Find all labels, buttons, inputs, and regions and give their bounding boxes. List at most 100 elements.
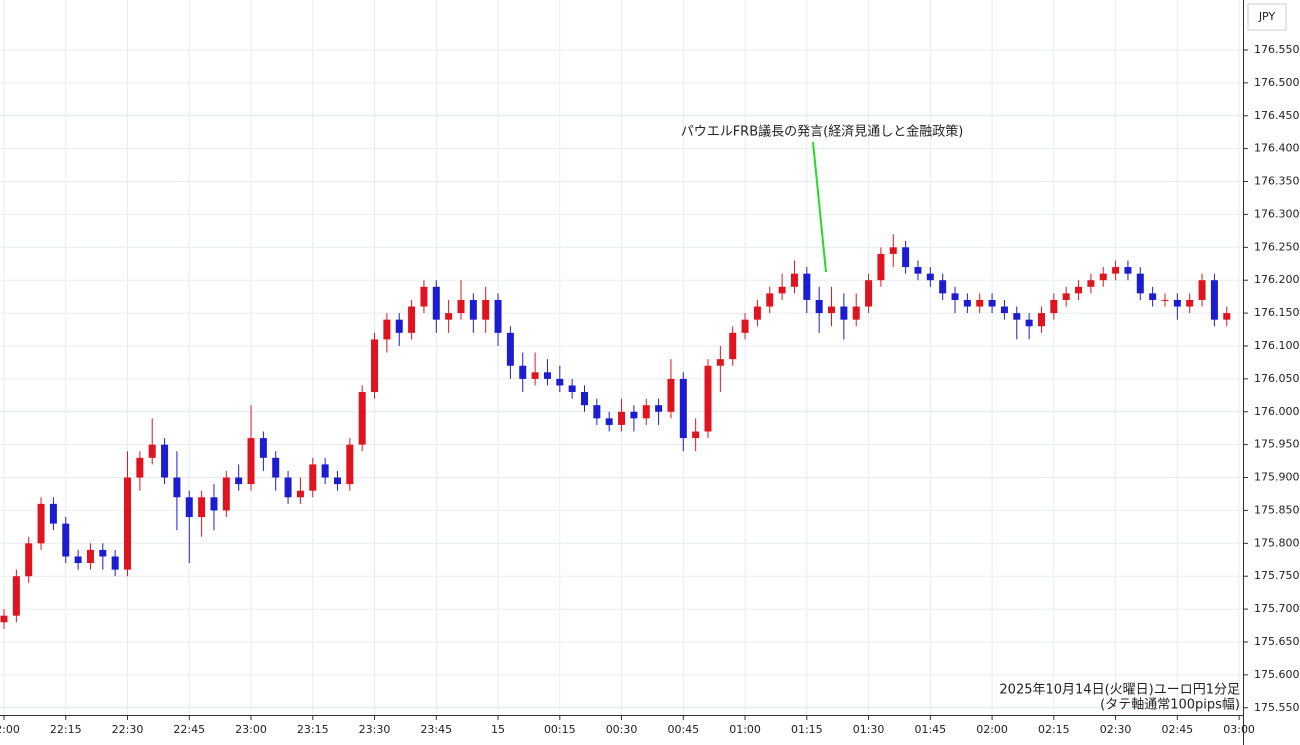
x-tick-label: 23:30 [359,723,391,736]
y-tick-label: 176.100 [1254,339,1300,352]
time-axis-panel [0,715,1300,745]
candle-body [173,477,181,498]
candle-body [284,477,292,498]
candle-body [1062,293,1070,300]
candle-body [692,431,700,439]
y-tick-label: 175.800 [1254,536,1300,549]
candle-body [531,372,539,379]
candle-body [161,444,169,478]
x-tick-label: 23:45 [420,723,452,736]
candle-body [1112,267,1120,274]
candle-body [210,497,218,511]
candle-body [395,319,403,333]
candle-body [136,457,144,478]
candle-body [235,477,243,485]
y-tick-label: 176.400 [1254,142,1300,155]
candle-body [1013,313,1021,320]
y-tick-label: 176.450 [1254,109,1300,122]
candle-body [803,273,811,300]
candle-body [543,372,551,379]
candle-body [704,365,712,432]
candle-body [0,615,8,623]
candle-body [618,411,626,425]
candle-body [1186,299,1194,307]
x-tick-label: 00:45 [667,723,699,736]
candle-body [1173,299,1181,307]
candle-body [408,306,416,333]
candle-body [1198,280,1206,300]
candle-body [111,556,119,570]
candle-body [580,392,588,406]
candle-body [926,273,934,281]
candle-body [185,497,193,518]
candle-body [642,405,650,419]
axes: 175.550 175.600 175.650 175.700 175.750 175.8… [0,43,1300,736]
candle-body [716,359,724,366]
candle-body [939,280,947,294]
candle-body [790,273,798,287]
candle-body [371,339,379,393]
y-tick-label: 176.250 [1254,240,1300,253]
price-axis-panel [1243,0,1300,745]
y-tick-label: 175.550 [1254,701,1300,714]
x-tick-label: 15 [491,723,505,736]
candles [0,234,1231,629]
x-tick-label: 02:00 [976,723,1008,736]
candle-body [840,306,848,320]
y-tick-label: 176.550 [1254,43,1300,56]
y-tick-label: 176.500 [1254,76,1300,89]
candle-body [630,411,638,419]
y-tick-label: 175.700 [1254,602,1300,615]
candle-body [519,365,527,379]
x-tick-label: 01:15 [791,723,823,736]
x-tick-label: 03:00 [1223,723,1255,736]
candle-body [889,247,897,254]
candle-body [432,286,440,320]
candle-body [148,444,156,458]
candle-body [902,247,910,268]
candle-body [1136,273,1144,294]
candle-body [976,299,984,307]
candle-body [49,503,57,524]
x-tick-label: 22:45 [173,723,205,736]
candle-body [1087,280,1095,287]
x-tick-label: 00:30 [606,723,638,736]
candle-body [988,299,996,307]
candle-body [296,490,304,498]
candle-body [247,438,255,485]
candle-body [568,385,576,393]
currency-box [1247,3,1287,31]
candle-body [457,299,465,314]
candle-body [272,457,280,478]
x-tick-label: 01:00 [729,723,761,736]
currency-label: JPY [1258,10,1276,23]
candle-body [74,556,82,564]
y-tick-label: 176.050 [1254,372,1300,385]
candle-body [828,306,836,314]
candle-body [494,299,502,333]
candle-body [679,378,687,439]
candle-body [865,280,873,307]
candle-body [346,444,354,485]
candle-body [420,286,428,307]
candle-body [605,418,613,425]
candle-body [655,405,663,412]
candle-body [729,332,737,360]
candle-body [877,253,885,281]
candle-body [445,313,453,320]
candle-body [99,549,107,557]
x-tick-label: 01:45 [914,723,946,736]
candle-body [1037,313,1045,327]
annotation: パウエルFRB議長の発言(経済見通しと金融政策) [681,124,964,140]
candle-body [358,392,366,445]
candle-body [815,299,823,314]
candle-body [86,549,94,564]
candle-body [469,299,477,320]
candle-body [1025,319,1033,327]
candle-body [556,378,564,386]
candle-body [667,378,675,412]
candle-body [259,438,267,458]
x-tick-label: 23:15 [297,723,329,736]
grid [0,0,1243,715]
